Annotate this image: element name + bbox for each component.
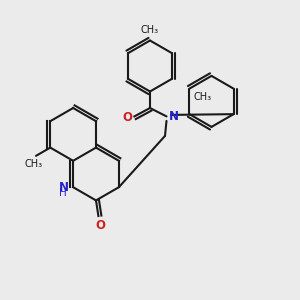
Text: CH₃: CH₃	[141, 25, 159, 35]
Text: CH₃: CH₃	[193, 92, 211, 102]
Text: N: N	[58, 181, 69, 194]
Text: H: H	[59, 188, 67, 198]
Text: CH₃: CH₃	[25, 160, 43, 170]
Text: O: O	[95, 219, 105, 232]
Text: O: O	[122, 111, 132, 124]
Text: N: N	[169, 110, 179, 123]
